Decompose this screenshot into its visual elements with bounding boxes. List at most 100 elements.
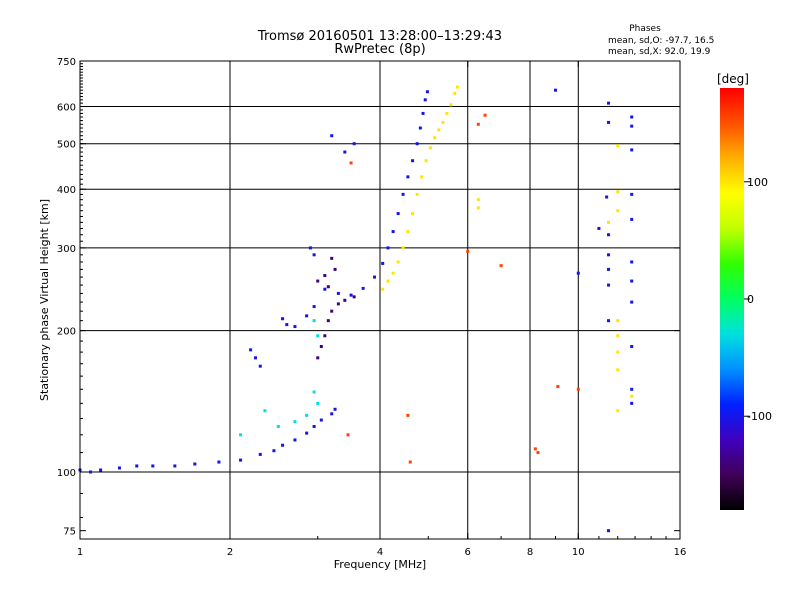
data-point <box>428 146 432 150</box>
data-point <box>312 424 316 428</box>
data-point <box>607 283 611 287</box>
data-point <box>616 350 620 354</box>
colorbar-label: [deg] <box>717 72 749 86</box>
data-point <box>630 394 634 398</box>
data-point <box>415 192 419 196</box>
data-point <box>326 285 330 289</box>
data-point <box>607 233 611 237</box>
data-point <box>249 348 253 352</box>
data-point <box>616 209 620 213</box>
data-point <box>336 291 340 295</box>
data-point <box>305 431 309 435</box>
y-tick-label: 500 <box>57 140 76 151</box>
data-point <box>293 325 297 329</box>
data-point <box>476 122 480 126</box>
data-point <box>135 464 139 468</box>
data-point <box>597 226 601 230</box>
y-tick-label: 200 <box>57 327 76 338</box>
data-point <box>326 319 330 323</box>
data-point <box>536 451 540 455</box>
data-point <box>333 267 337 271</box>
data-point <box>89 470 93 474</box>
data-point <box>193 462 197 466</box>
data-point <box>281 317 285 321</box>
data-point <box>406 413 410 417</box>
data-points <box>78 85 634 533</box>
data-point <box>630 217 634 221</box>
colorbar-tick-label: 100 <box>747 176 768 189</box>
data-point <box>391 230 395 234</box>
data-point <box>346 433 350 437</box>
data-point <box>408 460 412 464</box>
data-point <box>263 409 267 413</box>
data-point <box>616 409 620 413</box>
y-tick-label: 100 <box>57 468 76 479</box>
plot-border <box>79 60 681 540</box>
data-point <box>630 279 634 283</box>
data-point <box>630 401 634 405</box>
data-point <box>415 142 419 146</box>
data-point <box>401 192 405 196</box>
data-point <box>361 286 365 290</box>
x-tick-label: 4 <box>377 547 383 558</box>
data-point <box>616 319 620 323</box>
data-point <box>349 161 353 165</box>
data-point <box>420 175 424 179</box>
data-point <box>425 90 429 94</box>
data-point <box>476 206 480 210</box>
data-point <box>401 246 405 250</box>
data-point <box>173 464 177 468</box>
x-tick-label: 1 <box>77 547 83 558</box>
phase-stats-heading: Phases <box>629 24 661 34</box>
data-point <box>253 356 257 360</box>
data-point <box>445 111 449 115</box>
data-point <box>323 274 327 278</box>
data-point <box>343 298 347 302</box>
phase-stats-x: mean, sd,X: 92.0, 19.9 <box>608 47 711 57</box>
y-tick-label: 300 <box>57 244 76 255</box>
data-point <box>396 260 400 264</box>
data-point <box>373 275 377 279</box>
x-tick-label: 10 <box>572 547 585 558</box>
data-point <box>576 271 580 275</box>
data-point <box>333 407 337 411</box>
data-point <box>305 314 309 318</box>
data-point <box>421 111 425 115</box>
data-point <box>312 390 316 394</box>
data-point <box>607 319 611 323</box>
data-point <box>533 447 537 451</box>
data-point <box>607 529 611 533</box>
data-point <box>330 134 334 138</box>
data-point <box>630 148 634 152</box>
x-tick-label: 2 <box>227 547 233 558</box>
chart-title: Tromsø 20160501 13:28:00–13:29:43 <box>257 29 502 44</box>
data-point <box>630 300 634 304</box>
chart-subtitle: RwPretec (8p) <box>334 42 425 57</box>
data-point <box>272 449 276 453</box>
data-point <box>323 287 327 291</box>
data-point <box>630 115 634 119</box>
data-point <box>616 334 620 338</box>
data-point <box>151 464 155 468</box>
data-point <box>323 334 327 338</box>
data-point <box>258 452 262 456</box>
data-point <box>99 468 103 472</box>
data-point <box>316 401 320 405</box>
data-point <box>239 433 243 437</box>
data-point <box>386 246 390 250</box>
data-point <box>607 101 611 105</box>
data-point <box>607 120 611 124</box>
data-point <box>330 256 334 260</box>
data-point <box>319 345 323 349</box>
data-point <box>293 438 297 442</box>
colorbar-tick-label: 0 <box>747 293 754 306</box>
data-point <box>630 124 634 128</box>
data-point <box>418 126 422 130</box>
data-point <box>411 212 415 216</box>
x-axis-label: Frequency [MHz] <box>334 558 426 571</box>
data-point <box>406 175 410 179</box>
colorbar-tick-label: -100 <box>747 410 772 423</box>
x-tick-label: 16 <box>674 547 687 558</box>
data-point <box>424 159 428 163</box>
